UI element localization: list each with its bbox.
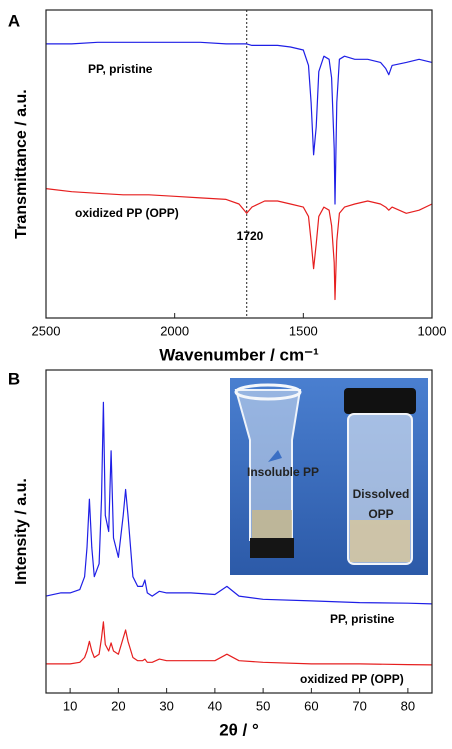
panel-label: A xyxy=(8,11,20,30)
y-axis-title: Intensity / a.u. xyxy=(13,478,30,585)
x-tick-label: 30 xyxy=(159,698,173,713)
inset-label: Dissolved OPP xyxy=(352,487,410,521)
x-tick-label: 50 xyxy=(256,698,270,713)
x-tick-label: 20 xyxy=(111,698,125,713)
panel-label: B xyxy=(8,369,20,388)
data-line xyxy=(45,188,433,301)
plot-frame xyxy=(45,369,433,694)
data-line xyxy=(46,41,433,205)
series-label: oxidized PP (OPP) xyxy=(75,206,179,220)
series-label: PP, pristine xyxy=(330,612,395,626)
plot-frame xyxy=(45,9,433,319)
x-tick-label: 1000 xyxy=(418,323,447,338)
x-tick-label: 40 xyxy=(208,698,222,713)
y-axis-title: Transmittance / a.u. xyxy=(13,89,30,238)
x-tick-label: 10 xyxy=(63,698,77,713)
x-axis-title: 2θ / ° xyxy=(219,720,259,739)
series-label: PP, pristine xyxy=(88,62,153,76)
x-axis-title: Wavenumber / cm⁻¹ xyxy=(159,345,319,364)
inset-label: Insoluble PP xyxy=(246,465,319,479)
x-tick-label: 80 xyxy=(401,698,415,713)
series-label: oxidized PP (OPP) xyxy=(300,672,404,686)
annotation-label: 1720 xyxy=(237,229,264,243)
x-tick-label: 1500 xyxy=(289,323,318,338)
x-tick-label: 60 xyxy=(304,698,318,713)
inset-photo xyxy=(230,378,428,575)
x-tick-label: 70 xyxy=(352,698,366,713)
x-tick-label: 2500 xyxy=(32,323,61,338)
data-line xyxy=(46,621,433,666)
data-line xyxy=(45,401,433,605)
x-tick-label: 2000 xyxy=(160,323,189,338)
